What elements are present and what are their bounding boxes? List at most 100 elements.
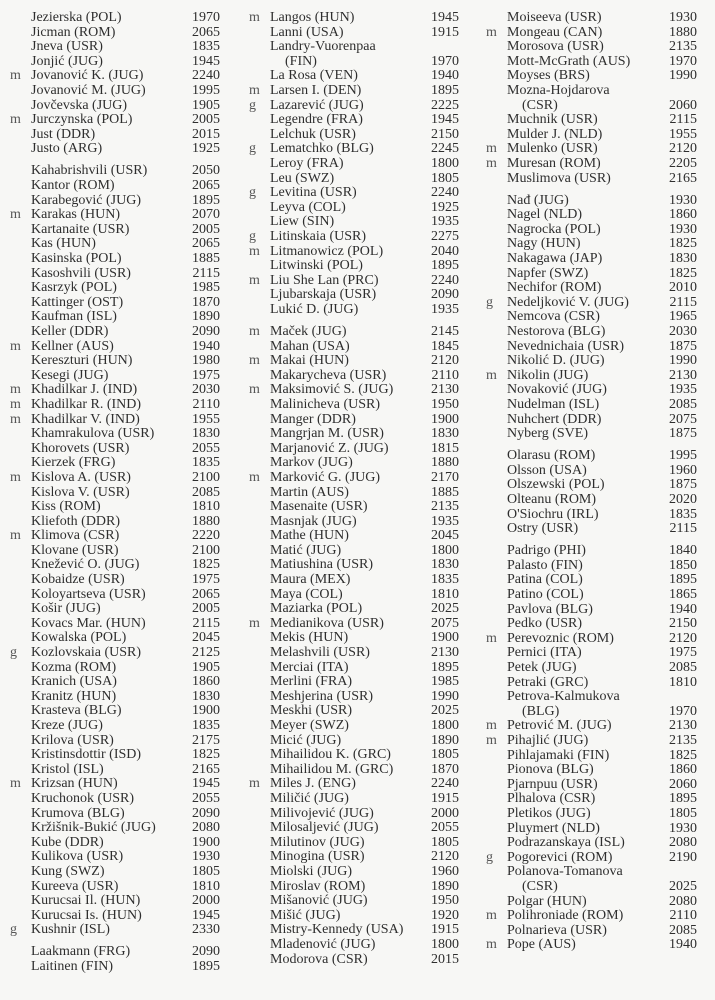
player-name: Jonjić (JUG) <box>31 53 103 69</box>
rating: 1810 <box>192 499 220 515</box>
player-name: Pedko (USR) <box>507 616 583 632</box>
rating: 1825 <box>192 557 220 573</box>
player-name: Nemcova (CSR) <box>507 309 600 325</box>
player-name: Khorovets (USR) <box>31 440 130 456</box>
player-name: Kahabrishvili (USR) <box>31 163 148 179</box>
list-entry: Krilova (USR) 2175 <box>10 732 220 749</box>
player-name: Kržišnik-Bukić (JUG) <box>31 820 156 836</box>
title-marker: g <box>249 97 256 113</box>
player-name-continued: (CSR) <box>522 878 558 894</box>
player-name: Kobaidze (USR) <box>31 572 125 588</box>
player-name: Mihailidou M. (GRC) <box>270 761 394 777</box>
rating: 1965 <box>669 309 697 325</box>
list-entry: Jovčevska (JUG) 1905 <box>10 98 220 114</box>
player-name: Khadilkar V. (IND) <box>31 411 140 427</box>
rating: 2005 <box>192 601 220 617</box>
rating: 1880 <box>431 455 459 471</box>
rating: 1800 <box>431 936 459 952</box>
list-entry: Masenaite (USR) 2135 <box>249 499 459 515</box>
list-entry: Kowalska (POL) 2045 <box>10 631 220 646</box>
rating: 2115 <box>669 521 697 537</box>
rating: 2190 <box>669 849 697 865</box>
list-entry: Just (DDR) 2015 <box>10 127 220 143</box>
rating: 2175 <box>192 732 220 748</box>
list-entry: Nechifor (ROM) 2010 <box>486 281 697 296</box>
rating: 1880 <box>192 513 220 529</box>
player-name: Napfer (SWZ) <box>507 265 589 281</box>
rating: 2205 <box>669 155 697 171</box>
list-entry: g Pogorevici (ROM) 2190 <box>486 849 697 866</box>
player-name: Modorova (CSR) <box>270 951 368 967</box>
rating: 1905 <box>192 659 220 675</box>
list-entry: Liew (SIN) 1935 <box>249 215 459 230</box>
rating: 1985 <box>431 674 459 690</box>
player-name: Levitina (USR) <box>270 185 357 201</box>
player-name: Pope (AUS) <box>507 937 576 953</box>
rating: 2330 <box>192 922 220 938</box>
rating: 2120 <box>669 630 697 646</box>
player-name: Padrigo (PHI) <box>507 543 586 559</box>
list-entry: m Maček (JUG) 2145 <box>249 324 459 340</box>
list-entry: Khorovets (USR) 2055 <box>10 440 220 457</box>
rating: 1940 <box>669 601 697 617</box>
player-name: Kranitz (HUN) <box>31 688 117 704</box>
rating: 2130 <box>669 718 697 734</box>
rating: 2130 <box>669 367 697 383</box>
list-entry: Pavlova (BLG) 1940 <box>486 601 697 618</box>
list-entry: Martin (AUS) 1885 <box>249 485 459 501</box>
rating: 1830 <box>192 688 220 704</box>
player-name: Milutinov (JUG) <box>270 834 365 850</box>
player-name: Karabegović (JUG) <box>31 192 142 208</box>
list-entry: Muslimova (USR) 2165 <box>486 171 697 187</box>
player-name: Ljubarskaja (USR) <box>270 287 377 303</box>
rating: 2075 <box>669 411 697 427</box>
list-entry: m Polihroniade (ROM) 2110 <box>486 909 697 924</box>
rating: 1915 <box>431 24 459 40</box>
list-entry: Maura (MEX) 1835 <box>249 572 459 588</box>
rating: 2080 <box>669 893 697 909</box>
rating: 1950 <box>431 396 459 412</box>
player-name: Klimova (CSR) <box>31 528 120 544</box>
list-entry: Kurucsai Is. (HUN) 1945 <box>10 907 220 924</box>
player-name: Kowalska (POL) <box>31 630 127 646</box>
rating: 1895 <box>192 192 220 208</box>
list-entry: Kranitz (HUN) 1830 <box>10 688 220 705</box>
list-entry: Mangrjan M. (USR) 1830 <box>249 427 459 442</box>
list-entry: Matić (JUG) 1800 <box>249 543 459 559</box>
player-name: Ostry (USR) <box>507 521 579 537</box>
player-name: Medianikova (USR) <box>270 615 384 631</box>
list-entry: Lanni (USA) 1915 <box>249 24 459 41</box>
player-name: Makai (HUN) <box>270 353 349 369</box>
list-entry: Kristol (ISL) 2165 <box>10 762 220 778</box>
rating: 2115 <box>669 294 697 310</box>
list-entry: Moiseeva (USR) 1930 <box>486 10 697 26</box>
list-entry: Kasrzyk (POL) 1985 <box>10 281 220 296</box>
list-entry: Lukić D. (JUG) 1935 <box>249 301 459 318</box>
player-name: Jneva (USR) <box>31 39 103 55</box>
player-name: Morosova (USR) <box>507 39 604 55</box>
rating: 2090 <box>192 323 220 339</box>
player-name: Kasrzyk (POL) <box>31 280 117 296</box>
list-entry: m Petrović M. (JUG) 2130 <box>486 719 697 734</box>
list-entry: Kaufman (ISL) 1890 <box>10 310 220 325</box>
player-name: Kislova V. (USR) <box>31 484 130 500</box>
list-entry: m Jovanović K. (JUG) 2240 <box>10 69 220 84</box>
title-marker: g <box>10 922 17 938</box>
player-name: Nestorova (BLG) <box>507 323 606 339</box>
rating: 1890 <box>431 732 459 748</box>
rating: 1945 <box>192 907 220 923</box>
rating: 2080 <box>669 835 697 851</box>
rating: 2000 <box>192 893 220 909</box>
player-name: Polanova-Tomanova <box>507 864 623 880</box>
rating: 1935 <box>431 301 459 317</box>
list-entry: Nakagawa (JAP) 1830 <box>486 251 697 267</box>
list-entry: Kozma (ROM) 1905 <box>10 659 220 676</box>
list-entry: Koloyartseva (USR) 2065 <box>10 587 220 603</box>
list-entry: Jicman (ROM) 2065 <box>10 25 220 41</box>
rating: 1935 <box>431 214 459 230</box>
list-entry: Keller (DDR) 2090 <box>10 323 220 340</box>
player-name: Masenaite (USR) <box>270 499 368 515</box>
player-name: Pihajlić (JUG) <box>507 733 589 748</box>
rating: 1850 <box>669 557 697 573</box>
rating: 2275 <box>431 228 459 244</box>
